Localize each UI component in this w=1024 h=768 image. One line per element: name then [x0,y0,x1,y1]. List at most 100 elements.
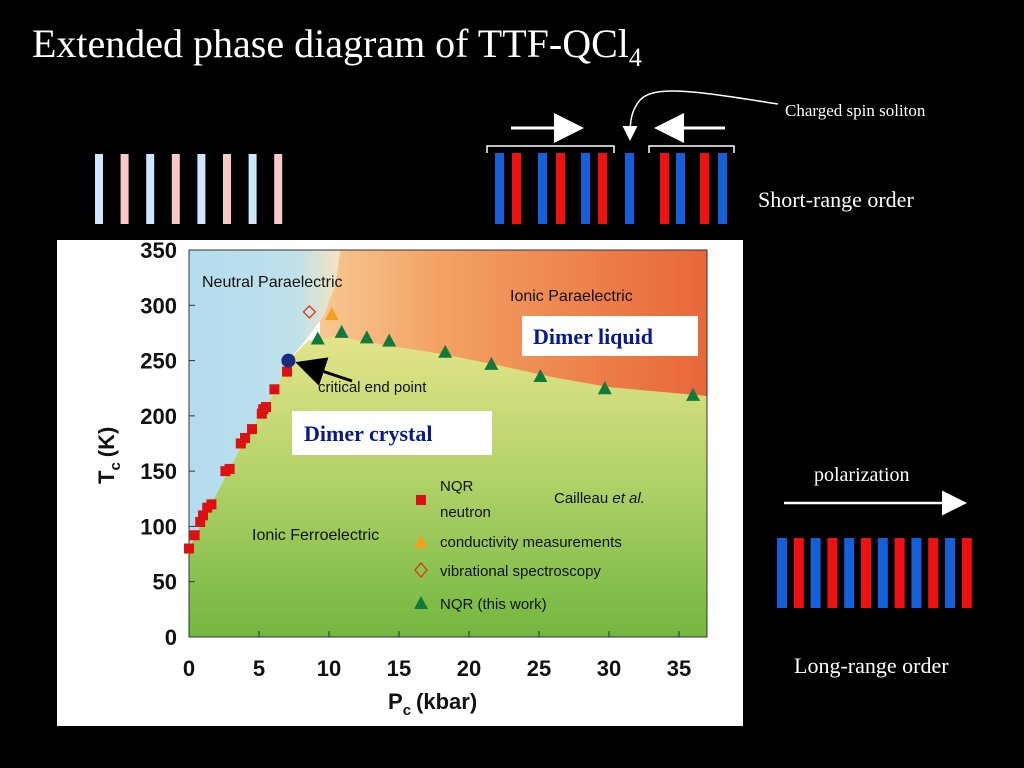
chain-stack [598,153,607,224]
chain-stack [911,538,922,608]
nqr-this-work-point [438,344,453,358]
short-range-chain [495,153,727,224]
soliton-label: Charged spin soliton [785,101,926,120]
nqr-point [184,543,194,554]
nqr-this-work-point [310,331,325,345]
ionic-paraelectric-label: Ionic Paraelectric [510,288,633,305]
y-tick-label: 50 [153,570,177,595]
chain-stack [945,538,955,608]
nqr-point [195,517,206,528]
y-tick-label: 200 [140,404,177,429]
chart-legend: NQR neutron conductivity measurements vi… [414,478,622,613]
nqr-this-work-point [382,333,397,347]
nqr-this-work-point [686,387,700,401]
nqr-point [269,384,280,395]
legend-label-conductivity: conductivity measurements [440,534,622,551]
long-range-chain [777,538,972,608]
slide-title: Extended phase diagram of TTF-QCl4 [32,21,642,72]
chain-stack [894,538,905,608]
x-tick-label: 30 [597,656,621,681]
legend-nqr-square [416,495,426,505]
legend-label-nqr-this-work: NQR (this work) [440,596,547,613]
critical-point-arrow [295,357,353,386]
chain-stack [844,538,855,608]
chain-stack [274,154,283,224]
chain-stack [581,153,590,224]
soliton-pointer [622,90,779,141]
nqr-point [247,424,257,435]
reference-label: Cailleau et al. [554,490,645,507]
legend-label-nqr: NQR [440,478,474,495]
chain-stack [146,154,155,224]
chain-stack [718,153,727,224]
dimer-crystal-label: Dimer crystal [304,421,433,446]
y-tick-label: 300 [140,293,177,318]
x-tick-label: 25 [527,656,551,681]
soliton-brackets [486,145,735,153]
chain-stack [512,153,521,224]
dimer-crystal-box [292,411,492,455]
plot-frame [188,249,708,638]
chain-stack [171,154,180,224]
chain-stack [120,154,129,224]
chain-stack [495,153,504,224]
conductivity-point [324,307,339,321]
y-tick-label: 0 [165,625,177,650]
chain-stack [861,538,871,608]
y-tick-label: 250 [140,349,177,374]
chain-stack [676,153,685,224]
x-tick-label: 20 [457,656,481,681]
legend-nqr-this-work-triangle [414,596,428,609]
chain-stack [827,538,838,608]
nqr-point [198,510,208,521]
chain-stack [660,153,669,224]
nqr-point [282,366,292,377]
nqr-point [261,402,271,413]
y-tick-label: 350 [140,238,177,263]
neutral-paraelectric-region [189,250,341,549]
neutral-chain [95,154,283,224]
chain-stack [248,154,257,224]
nqr-this-work-point [533,369,548,383]
chain-stack [877,538,888,608]
chain-stack [95,154,103,224]
nqr-this-work-point [359,330,374,344]
x-tick-label: 10 [317,656,341,681]
chain-stack [961,538,972,608]
neutral-paraelectric-label: Neutral Paraelectric [202,274,343,291]
chain-stack [556,153,565,224]
dimer-liquid-label: Dimer liquid [533,324,653,349]
x-tick-label: 35 [667,656,691,681]
nqr-point [240,432,250,443]
vibrational-point [302,305,317,319]
nqr-point [224,463,235,474]
nqr-point [206,499,217,510]
nqr-this-work-point [597,381,612,395]
critical-end-point-label: critical end point [318,379,427,396]
chain-stack [538,153,547,224]
y-tick-label: 100 [140,514,177,539]
chain-stack [223,154,231,224]
chain-stack [777,538,787,608]
x-tick-label: 15 [387,656,411,681]
nqr-point [189,530,200,541]
short-range-label: Short-range order [758,187,914,212]
nqr-point [235,438,246,449]
chart-marks [184,305,700,554]
legend-label-vibrational: vibrational spectroscopy [440,563,601,580]
dimer-liquid-box [522,316,698,356]
chain-stack [793,538,804,608]
ionic-ferroelectric-label: Ionic Ferroelectric [252,527,379,544]
chain-stack [810,538,821,608]
legend-vibrational-diamond [414,562,428,578]
polarization-label: polarization [814,464,910,486]
y-axis-title: Tc(K) [94,427,124,484]
x-axis-title: Pc (kbar) [388,689,477,719]
legend-label-neutron: neutron [440,504,491,521]
critical-end-point [281,353,296,368]
long-range-label: Long-range order [794,653,949,678]
legend-conductivity-triangle [414,535,428,548]
chain-stack [625,153,634,224]
